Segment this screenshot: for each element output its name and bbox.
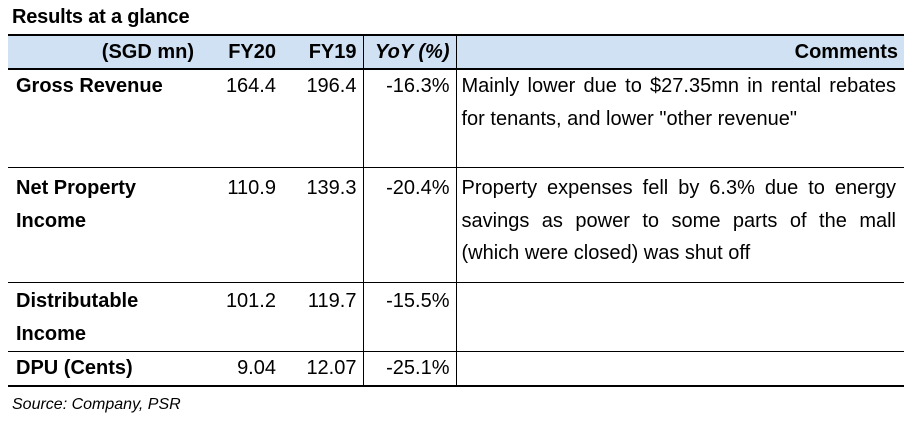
fy19-value: 139.3 bbox=[282, 167, 364, 283]
fy20-value: 101.2 bbox=[200, 282, 282, 352]
comment-text bbox=[456, 282, 904, 352]
table-header-row: (SGD mn) FY20 FY19 YoY (%) Comments bbox=[8, 34, 904, 70]
row-label: Distributable Income bbox=[8, 282, 200, 352]
yoy-value: -25.1% bbox=[363, 351, 457, 387]
fy19-value: 119.7 bbox=[282, 282, 364, 352]
table-title: Results at a glance bbox=[12, 6, 190, 28]
row-label: DPU (Cents) bbox=[8, 351, 200, 387]
fy19-value: 12.07 bbox=[282, 351, 364, 387]
row-label: Gross Revenue bbox=[8, 69, 200, 168]
table-row-dpu: DPU (Cents) 9.04 12.07 -25.1% bbox=[8, 351, 904, 387]
table-row-gross-revenue: Gross Revenue 164.4 196.4 -16.3% Mainly … bbox=[8, 69, 904, 168]
fy20-value: 110.9 bbox=[200, 167, 282, 283]
comment-text: Property expenses fell by 6.3% due to en… bbox=[456, 167, 904, 283]
table-row-net-property-income: Net Property Income 110.9 139.3 -20.4% P… bbox=[8, 167, 904, 283]
comment-text bbox=[456, 351, 904, 387]
comment-text: Mainly lower due to $27.35mn in rental r… bbox=[456, 69, 904, 168]
fy20-value: 164.4 bbox=[200, 69, 282, 168]
header-comments: Comments bbox=[456, 34, 904, 70]
header-fy19: FY19 bbox=[282, 34, 364, 70]
fy20-value: 9.04 bbox=[200, 351, 282, 387]
row-label: Net Property Income bbox=[8, 167, 200, 283]
header-unit: (SGD mn) bbox=[8, 34, 200, 70]
table-row-distributable-income: Distributable Income 101.2 119.7 -15.5% bbox=[8, 282, 904, 352]
yoy-value: -16.3% bbox=[363, 69, 457, 168]
fy19-value: 196.4 bbox=[282, 69, 364, 168]
yoy-value: -15.5% bbox=[363, 282, 457, 352]
yoy-value: -20.4% bbox=[363, 167, 457, 283]
header-yoy: YoY (%) bbox=[363, 34, 457, 70]
results-table: (SGD mn) FY20 FY19 YoY (%) Comments Gros… bbox=[8, 34, 904, 387]
header-fy20: FY20 bbox=[200, 34, 282, 70]
source-note: Source: Company, PSR bbox=[12, 396, 181, 413]
